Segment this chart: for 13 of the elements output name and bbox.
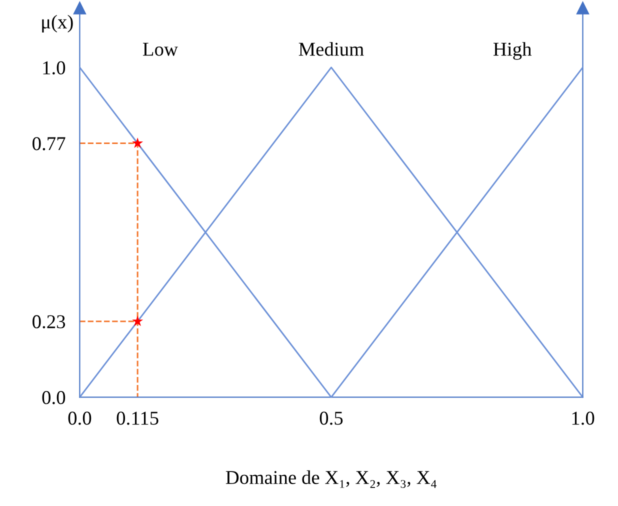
x-tick-label: 0.0 bbox=[68, 412, 92, 425]
x-axis-title: Domaine de X₁, X₂, X₃, X₄ bbox=[226, 470, 436, 488]
x-tick-label: 1.0 bbox=[572, 412, 594, 425]
y-tick-label: 0.77 bbox=[32, 137, 66, 150]
x-tick-label: 0.115 bbox=[116, 412, 158, 425]
text: High bbox=[493, 42, 532, 60]
text: Low bbox=[142, 42, 178, 56]
y-tick-label: 0.0 bbox=[42, 391, 66, 404]
series-label: Medium bbox=[298, 42, 364, 56]
y-tick-label: 0.23 bbox=[32, 315, 66, 328]
y-axis-title: μ(x) bbox=[42, 14, 73, 32]
x-tick-label: 0.5 bbox=[320, 412, 343, 425]
y-tick-label: 1.0 bbox=[43, 61, 66, 74]
